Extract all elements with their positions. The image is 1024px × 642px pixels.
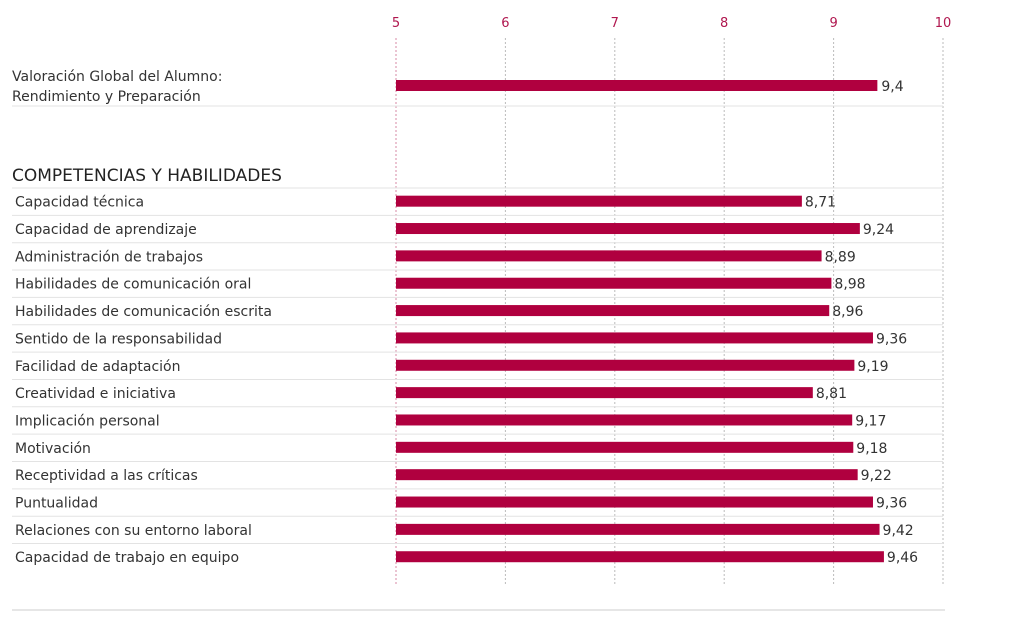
value-label: 9,36 [876,331,907,347]
value-label: 9,19 [857,359,888,375]
category-label: Capacidad de aprendizaje [15,222,197,238]
bar [396,332,873,344]
bar [396,496,873,508]
value-label: 8,96 [832,304,863,320]
category-label: Creatividad e iniciativa [15,386,176,402]
value-label: 9,22 [861,468,892,484]
value-label: 8,98 [834,277,865,293]
overall-label-line1: Valoración Global del Alumno: [12,69,222,85]
bar [396,523,880,535]
bar [396,469,858,481]
section-title: COMPETENCIAS Y HABILIDADES [12,166,282,186]
bar [396,223,860,235]
value-label: 9,36 [876,496,907,512]
category-label: Capacidad técnica [15,195,144,211]
x-tick-label: 9 [829,16,837,31]
bar-overall [396,80,878,91]
category-label: Motivación [15,441,91,457]
value-label: 9,46 [887,550,918,566]
bar [396,551,884,563]
category-label: Facilidad de adaptación [15,359,181,375]
category-label: Administración de trabajos [15,249,203,265]
value-label: 9,24 [863,222,894,238]
category-label: Capacidad de trabajo en equipo [15,550,239,566]
value-label: 9,18 [856,441,887,457]
bar [396,195,802,207]
bar [396,277,832,289]
bar [396,414,853,426]
category-label: Habilidades de comunicación escrita [15,304,272,320]
category-label: Receptividad a las críticas [15,468,198,484]
category-label: Relaciones con su entorno laboral [15,523,252,539]
category-label: Implicación personal [15,413,160,429]
value-label: 9,17 [855,413,886,429]
value-label: 8,89 [825,249,856,265]
bar [396,305,830,317]
x-tick-label: 10 [935,16,952,31]
category-label: Habilidades de comunicación oral [15,277,251,293]
bar [396,441,854,453]
x-tick-label: 8 [720,16,728,31]
value-label: 8,71 [805,195,836,211]
overall-label-line2: Rendimiento y Preparación [12,89,201,105]
bar [396,387,813,399]
bar [396,359,855,371]
x-tick-label: 6 [501,16,509,31]
bar [396,250,822,262]
category-label: Sentido de la responsabilidad [15,331,222,347]
value-label: 8,81 [816,386,847,402]
value-label: 9,42 [883,523,914,539]
value-label-overall: 9,4 [881,79,903,95]
x-tick-label: 7 [611,16,619,31]
x-tick-label: 5 [392,16,400,31]
category-label: Puntualidad [15,496,98,512]
rows: 9,4 Capacidad técnica 8,71 Capacidad de apr… [12,79,943,566]
